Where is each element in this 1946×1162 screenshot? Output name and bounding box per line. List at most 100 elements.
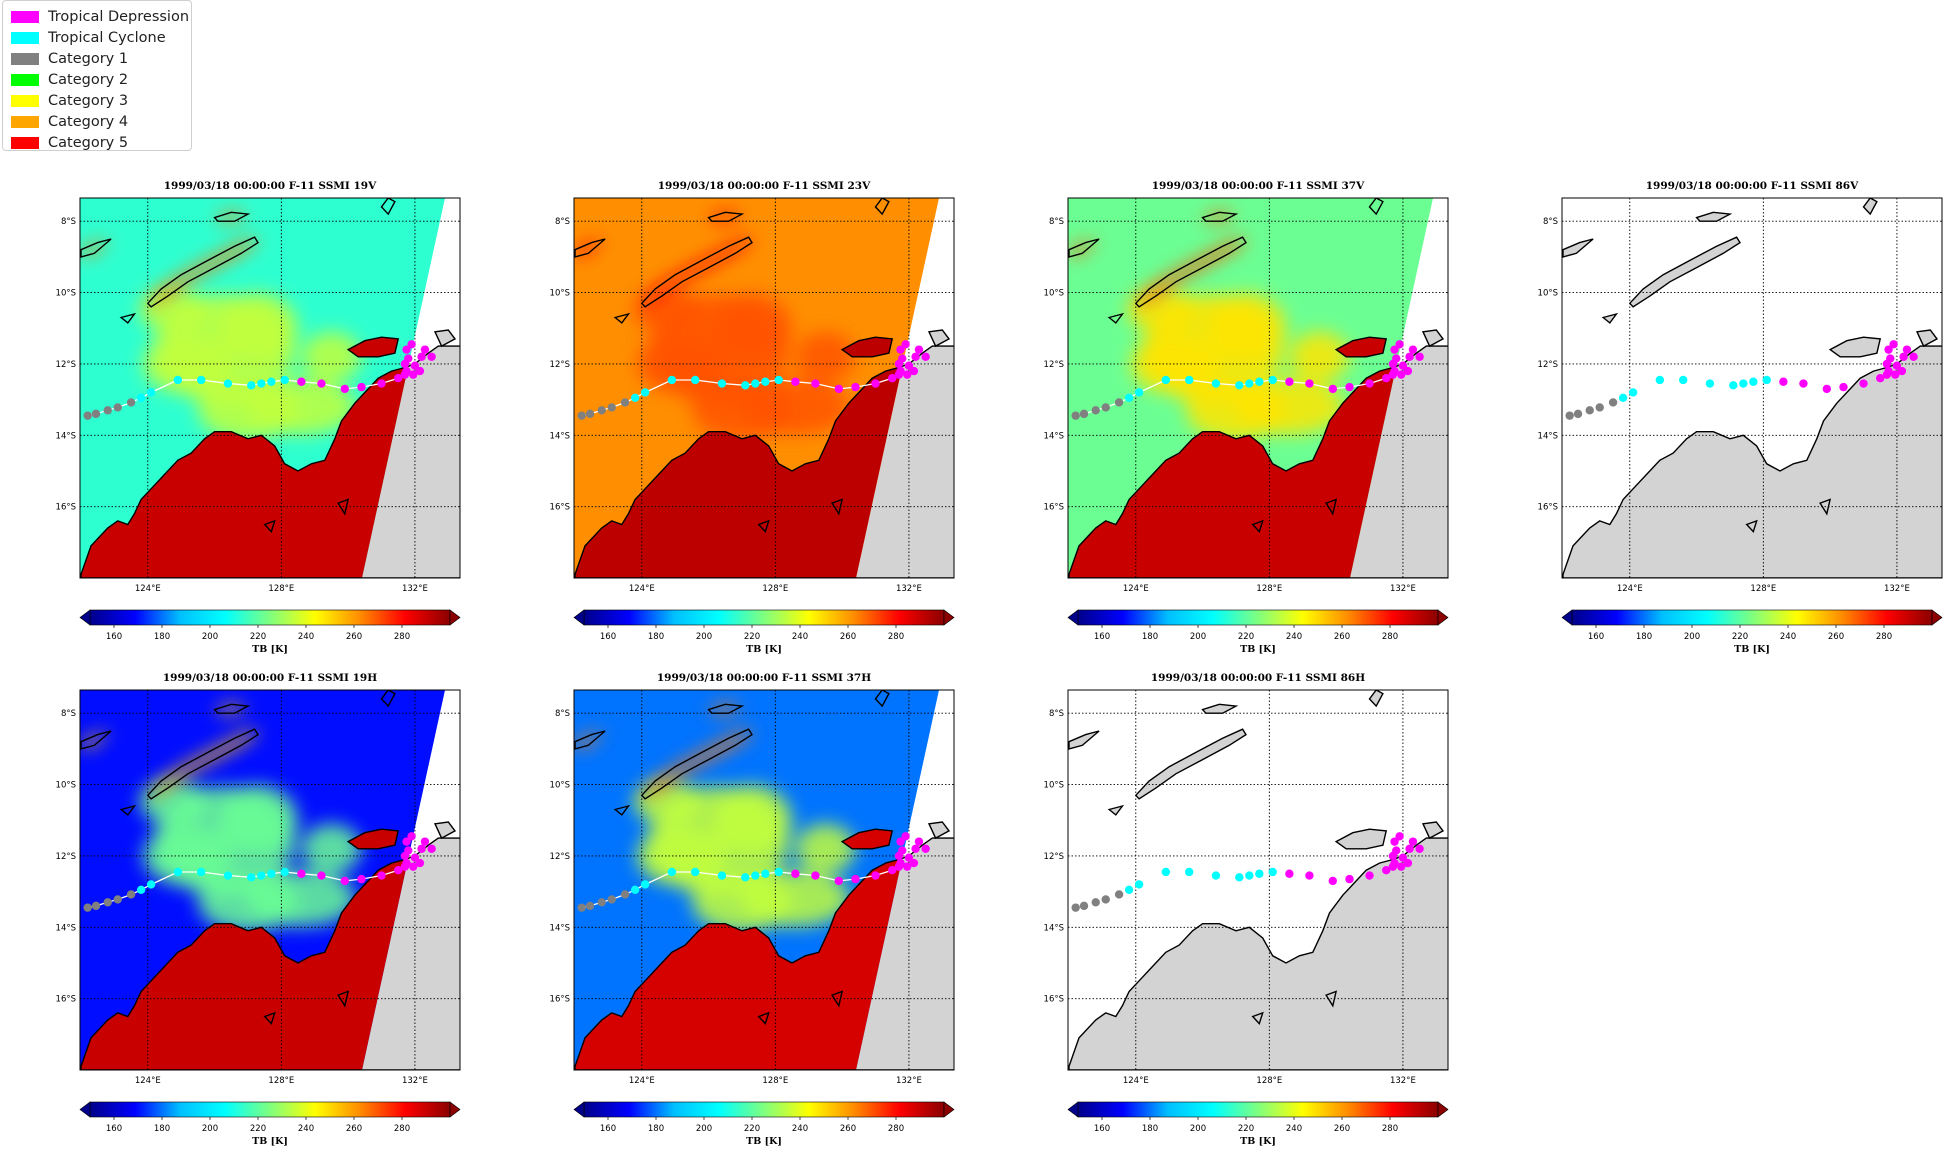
legend-label: Category 3 [48, 93, 129, 109]
colorbar-max-extend [1931, 609, 1943, 626]
track-point [1573, 409, 1583, 419]
lon-tick-label: 124°E [135, 1076, 161, 1086]
panel-title: 1999/03/18 00:00:00 F-11 SSMI 19H [162, 672, 378, 684]
lat-tick-label: 16°S [1044, 503, 1064, 513]
lat-tick-label: 10°S [1044, 781, 1064, 791]
coastline [433, 821, 457, 840]
track-point [1101, 895, 1110, 904]
tb-cloud-blob [636, 825, 727, 886]
track-point [1134, 880, 1144, 889]
colorbar: 160 180 200 220 240 260 280 TB [K] [79, 1101, 461, 1147]
track-point [811, 379, 820, 388]
colorbar: 160 180 200 220 240 260 280 TB [K] [1067, 1101, 1449, 1147]
track-point [146, 388, 156, 397]
track-point [427, 844, 436, 853]
track-point [577, 411, 586, 420]
tb-island-timor [641, 729, 752, 799]
map-panel: 1999/03/18 00:00:00 F-11 SSMI 23V 124°E 12… [550, 178, 974, 658]
track-point [1388, 851, 1398, 861]
track-point [1705, 379, 1715, 388]
coastline [1134, 236, 1247, 308]
track-point [1799, 379, 1808, 388]
track-point [630, 393, 640, 403]
track-point [1382, 373, 1391, 383]
colorbar-max-extend [1437, 1101, 1449, 1118]
legend-swatch [11, 53, 39, 65]
tb-land-australia [81, 346, 445, 578]
lat-tick-label: 8°S [555, 709, 570, 719]
track-point [1134, 388, 1144, 397]
colorbar-tick-label: 200 [696, 632, 712, 642]
colorbar-label: TB [K] [252, 1136, 288, 1147]
track-point [585, 901, 595, 911]
coastline [574, 730, 606, 750]
colorbar-body [1077, 1101, 1439, 1118]
track-point [427, 352, 436, 361]
panel-title: 1999/03/18 00:00:00 F-11 SSMI 86H [1150, 672, 1366, 684]
colorbar-max-extend [449, 609, 461, 626]
track-point [1305, 379, 1314, 388]
lat-tick-label: 10°S [550, 289, 570, 299]
lon-tick-label: 128°E [268, 584, 294, 594]
coastline [1628, 236, 1741, 308]
colorbar-tick-label: 200 [202, 632, 218, 642]
coastline [1068, 730, 1100, 750]
land-wetar [1202, 704, 1236, 714]
colorbar-tick-label: 180 [648, 1124, 664, 1134]
track-point [173, 375, 183, 385]
track-point [1909, 352, 1918, 361]
lat-tick-label: 12°S [550, 852, 570, 862]
coastline [213, 211, 251, 222]
lat-tick-label: 12°S [56, 852, 76, 862]
colorbar: 160 180 200 220 240 260 280 TB [K] [79, 609, 461, 655]
colorbar-tick-label: 260 [346, 1124, 362, 1134]
tb-cloud-blob [139, 780, 210, 825]
track-point [1161, 867, 1171, 877]
map-panel: 1999/03/18 00:00:00 F-11 SSMI 19H 124°E 12… [56, 670, 480, 1150]
track-point [126, 398, 136, 407]
colorbar-tick-label: 180 [648, 632, 664, 642]
land-roti [1109, 806, 1123, 815]
track-point [1739, 379, 1748, 388]
track-point [1618, 393, 1628, 403]
track-point [811, 871, 820, 880]
track-point [577, 903, 586, 912]
map-plot: 124°E 128°E 132°E 8°S 10°S 12°S 14°S 16°S 160 180… [1538, 197, 1943, 655]
colorbar-min-extend [573, 609, 585, 626]
tb-cloud-blob [301, 823, 362, 874]
legend-swatch [11, 116, 39, 128]
track-point [894, 851, 904, 861]
track-point [1124, 393, 1134, 403]
tb-land-melville [842, 337, 893, 357]
track-point [1365, 871, 1374, 880]
track-point [1388, 359, 1398, 369]
colorbar-tick-label: 280 [888, 1124, 904, 1134]
track-point [894, 359, 904, 369]
map-frame [1067, 689, 1449, 1071]
lat-tick-label: 16°S [56, 995, 76, 1005]
track-point [1749, 377, 1758, 386]
legend-swatch [11, 32, 39, 44]
track-point [1161, 375, 1171, 385]
track-point [400, 359, 410, 369]
colorbar-body [1077, 609, 1439, 626]
coastline [263, 1011, 276, 1025]
colorbar: 160 180 200 220 240 260 280 TB [K] [1067, 609, 1449, 655]
track-point [1876, 373, 1885, 383]
lat-tick-label: 14°S [1044, 431, 1064, 441]
coastline [346, 828, 400, 850]
colorbar-label: TB [K] [1240, 1136, 1276, 1147]
track-point [197, 375, 206, 385]
lat-tick-label: 14°S [1044, 923, 1064, 933]
map-plot: 124°E 128°E 132°E 8°S 10°S 12°S 14°S 16°S 160 180… [1044, 689, 1449, 1147]
lon-tick-label: 128°E [1256, 584, 1282, 594]
coastline [874, 690, 890, 708]
track-point [83, 411, 92, 420]
lon-tick-label: 132°E [1390, 1076, 1416, 1086]
colorbar-tick-label: 260 [840, 1124, 856, 1134]
panel-title: 1999/03/18 00:00:00 F-11 SSMI 23V [657, 180, 871, 192]
map-panel: 1999/03/18 00:00:00 F-11 SSMI 37H 124°E 12… [550, 670, 974, 1150]
colorbar-label: TB [K] [1734, 644, 1770, 655]
colorbar: 160 180 200 220 240 260 280 TB [K] [573, 609, 955, 655]
lat-tick-label: 16°S [550, 995, 570, 1005]
